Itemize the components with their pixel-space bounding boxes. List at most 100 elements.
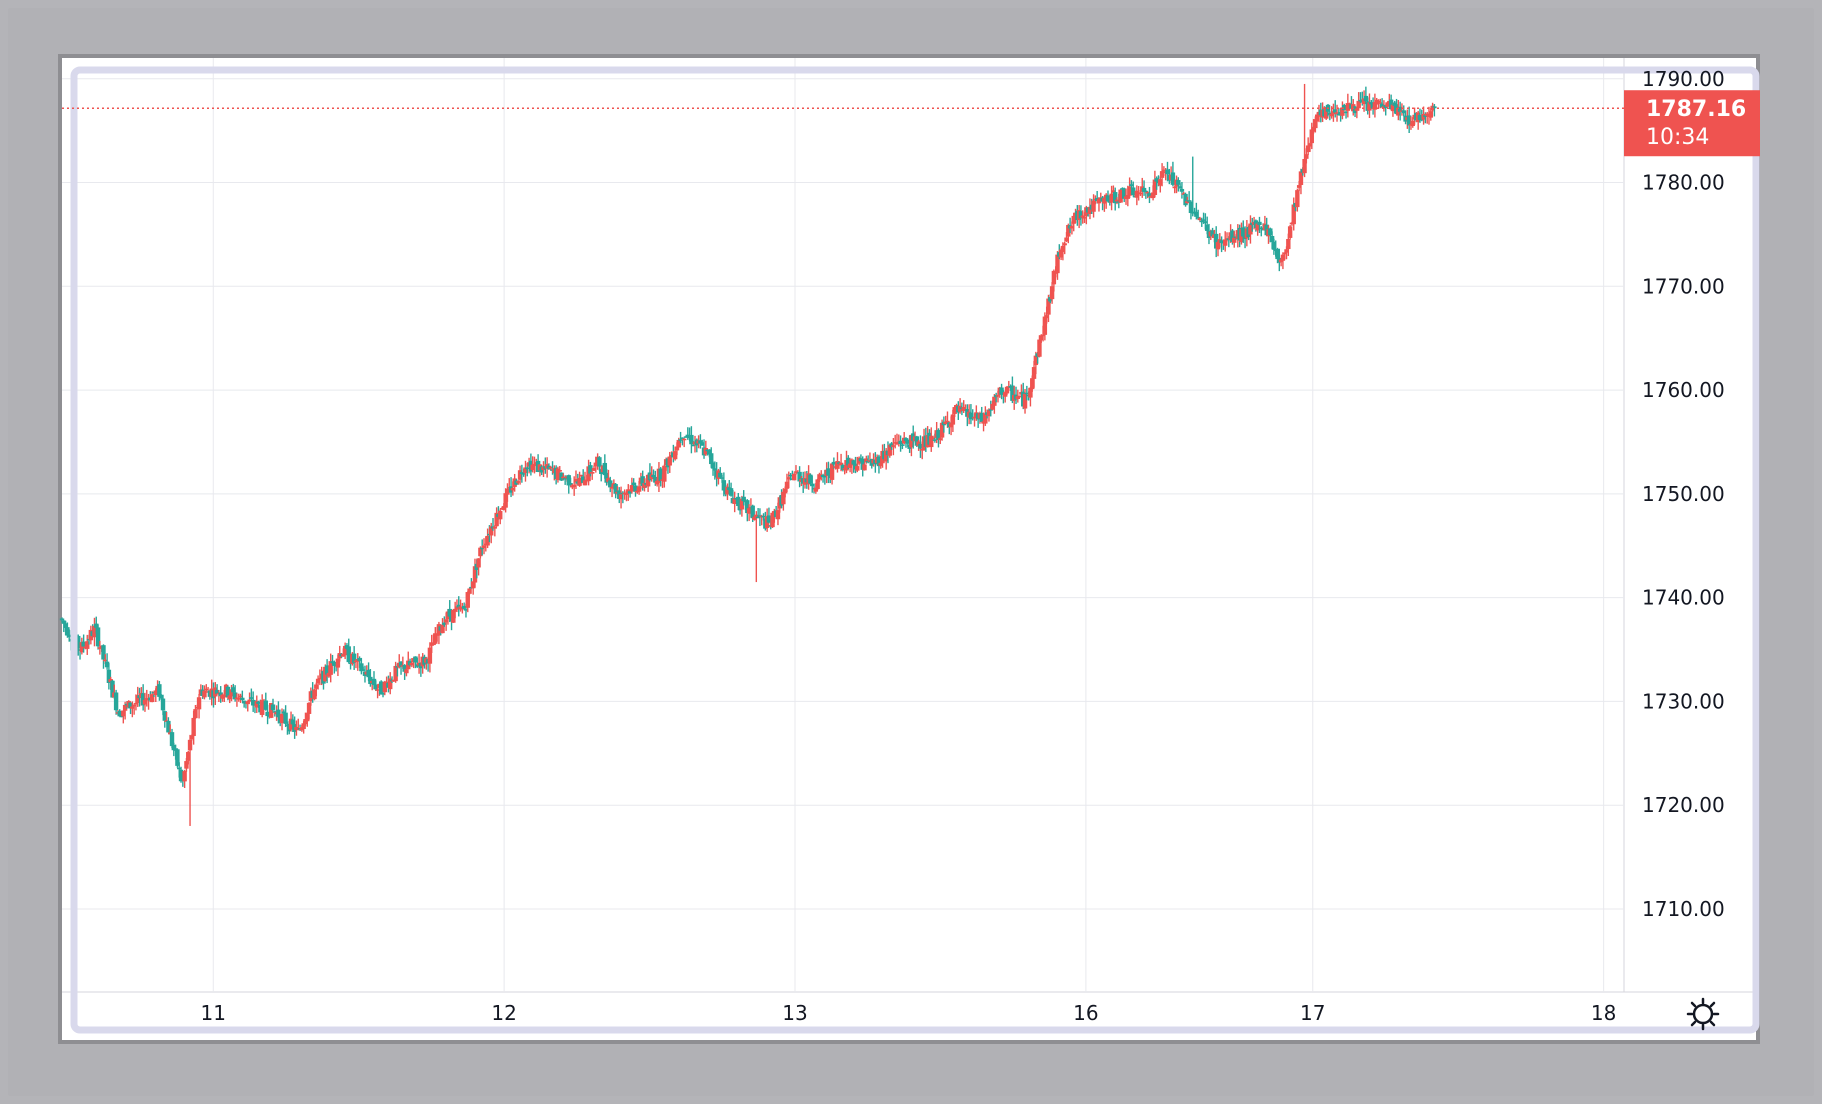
candle: [555, 466, 561, 483]
candles: [59, 83, 1437, 826]
candle: [1343, 110, 1349, 119]
price-tick-label: 1730.00: [1642, 689, 1725, 713]
price-axis[interactable]: 1790.00 1780.00 1770.00 1760.00 1750.00 1740.…: [1642, 67, 1725, 921]
candle: [175, 748, 180, 768]
highlight-outline: [70, 66, 1760, 1034]
candle: [324, 659, 330, 684]
candle: [732, 491, 737, 513]
candle: [1342, 103, 1347, 111]
candle: [481, 538, 487, 555]
candle: [359, 657, 364, 675]
candle: [891, 437, 896, 456]
candle: [1307, 142, 1313, 152]
candle: [1188, 200, 1194, 220]
price-tick-label: 1760.00: [1642, 378, 1725, 402]
candle: [393, 661, 398, 683]
candle: [1091, 194, 1096, 218]
candle: [1161, 166, 1167, 176]
candle: [1127, 177, 1132, 199]
candle: [1345, 93, 1351, 118]
candle: [1031, 360, 1037, 388]
candle: [754, 511, 759, 583]
candle: [597, 456, 602, 471]
candle: [263, 692, 268, 711]
candle: [1134, 185, 1140, 206]
grid: [62, 58, 1756, 993]
candle: [1432, 104, 1437, 117]
candle: [1248, 215, 1253, 244]
candle: [590, 471, 595, 480]
date-tick-label: 18: [1591, 1001, 1616, 1025]
candle: [1080, 210, 1085, 224]
candle: [582, 471, 588, 486]
candle: [728, 482, 734, 497]
candle: [218, 686, 223, 703]
candle: [187, 734, 193, 826]
candle: [1282, 252, 1287, 260]
candle: [382, 680, 388, 696]
date-tick-label: 11: [201, 1001, 226, 1025]
candle: [1223, 231, 1228, 252]
candle: [95, 624, 101, 650]
candle: [604, 468, 609, 486]
candle: [368, 669, 373, 687]
candle: [829, 462, 835, 485]
candle: [746, 504, 752, 522]
candle: [979, 406, 984, 423]
candle: [1170, 161, 1176, 187]
candle: [379, 680, 384, 695]
candle: [588, 461, 593, 477]
candle: [929, 427, 934, 452]
candle: [658, 467, 663, 487]
candle: [314, 682, 319, 697]
gear-icon[interactable]: [1686, 997, 1720, 1031]
candle: [559, 472, 564, 481]
bar-countdown: 10:34: [1646, 125, 1709, 150]
time-axis[interactable]: 11 12 13 16 17 18: [201, 1001, 1617, 1025]
candle: [81, 634, 86, 653]
candle: [240, 690, 245, 701]
candle: [810, 475, 815, 493]
candle: [1215, 240, 1221, 257]
candle: [681, 438, 687, 448]
candle: [983, 406, 988, 426]
candle: [1147, 186, 1152, 204]
candle: [591, 465, 597, 472]
candle: [1424, 111, 1430, 124]
candle: [618, 486, 624, 509]
candle: [1113, 187, 1118, 211]
candle: [452, 601, 458, 619]
candle: [104, 653, 110, 670]
date-tick-label: 17: [1300, 1001, 1325, 1025]
candle: [1271, 238, 1277, 255]
candle: [577, 471, 582, 487]
candle: [1340, 101, 1345, 120]
candle: [1241, 220, 1246, 243]
candle: [894, 433, 900, 446]
candle: [76, 634, 81, 656]
candle: [1302, 83, 1307, 178]
candle: [494, 507, 499, 527]
candle: [489, 522, 494, 544]
candle: [388, 672, 393, 695]
candle: [613, 482, 618, 499]
candle: [254, 695, 259, 713]
candle: [186, 750, 191, 765]
candle: [1024, 385, 1030, 401]
candle: [1177, 183, 1183, 189]
candle: [1367, 93, 1372, 119]
candle: [1158, 176, 1163, 193]
candle: [283, 705, 288, 728]
candle: [461, 602, 467, 610]
candle: [662, 464, 667, 488]
candle: [250, 691, 256, 712]
candle: [373, 680, 378, 692]
price-chart[interactable]: 1790.00 1780.00 1770.00 1760.00 1750.00 1740.…: [58, 54, 1760, 1044]
candle: [1372, 93, 1378, 118]
candle: [999, 383, 1004, 400]
candle: [140, 684, 146, 711]
candle: [1143, 190, 1149, 199]
candle: [182, 769, 187, 789]
candle: [440, 618, 445, 634]
candle: [1295, 188, 1300, 212]
